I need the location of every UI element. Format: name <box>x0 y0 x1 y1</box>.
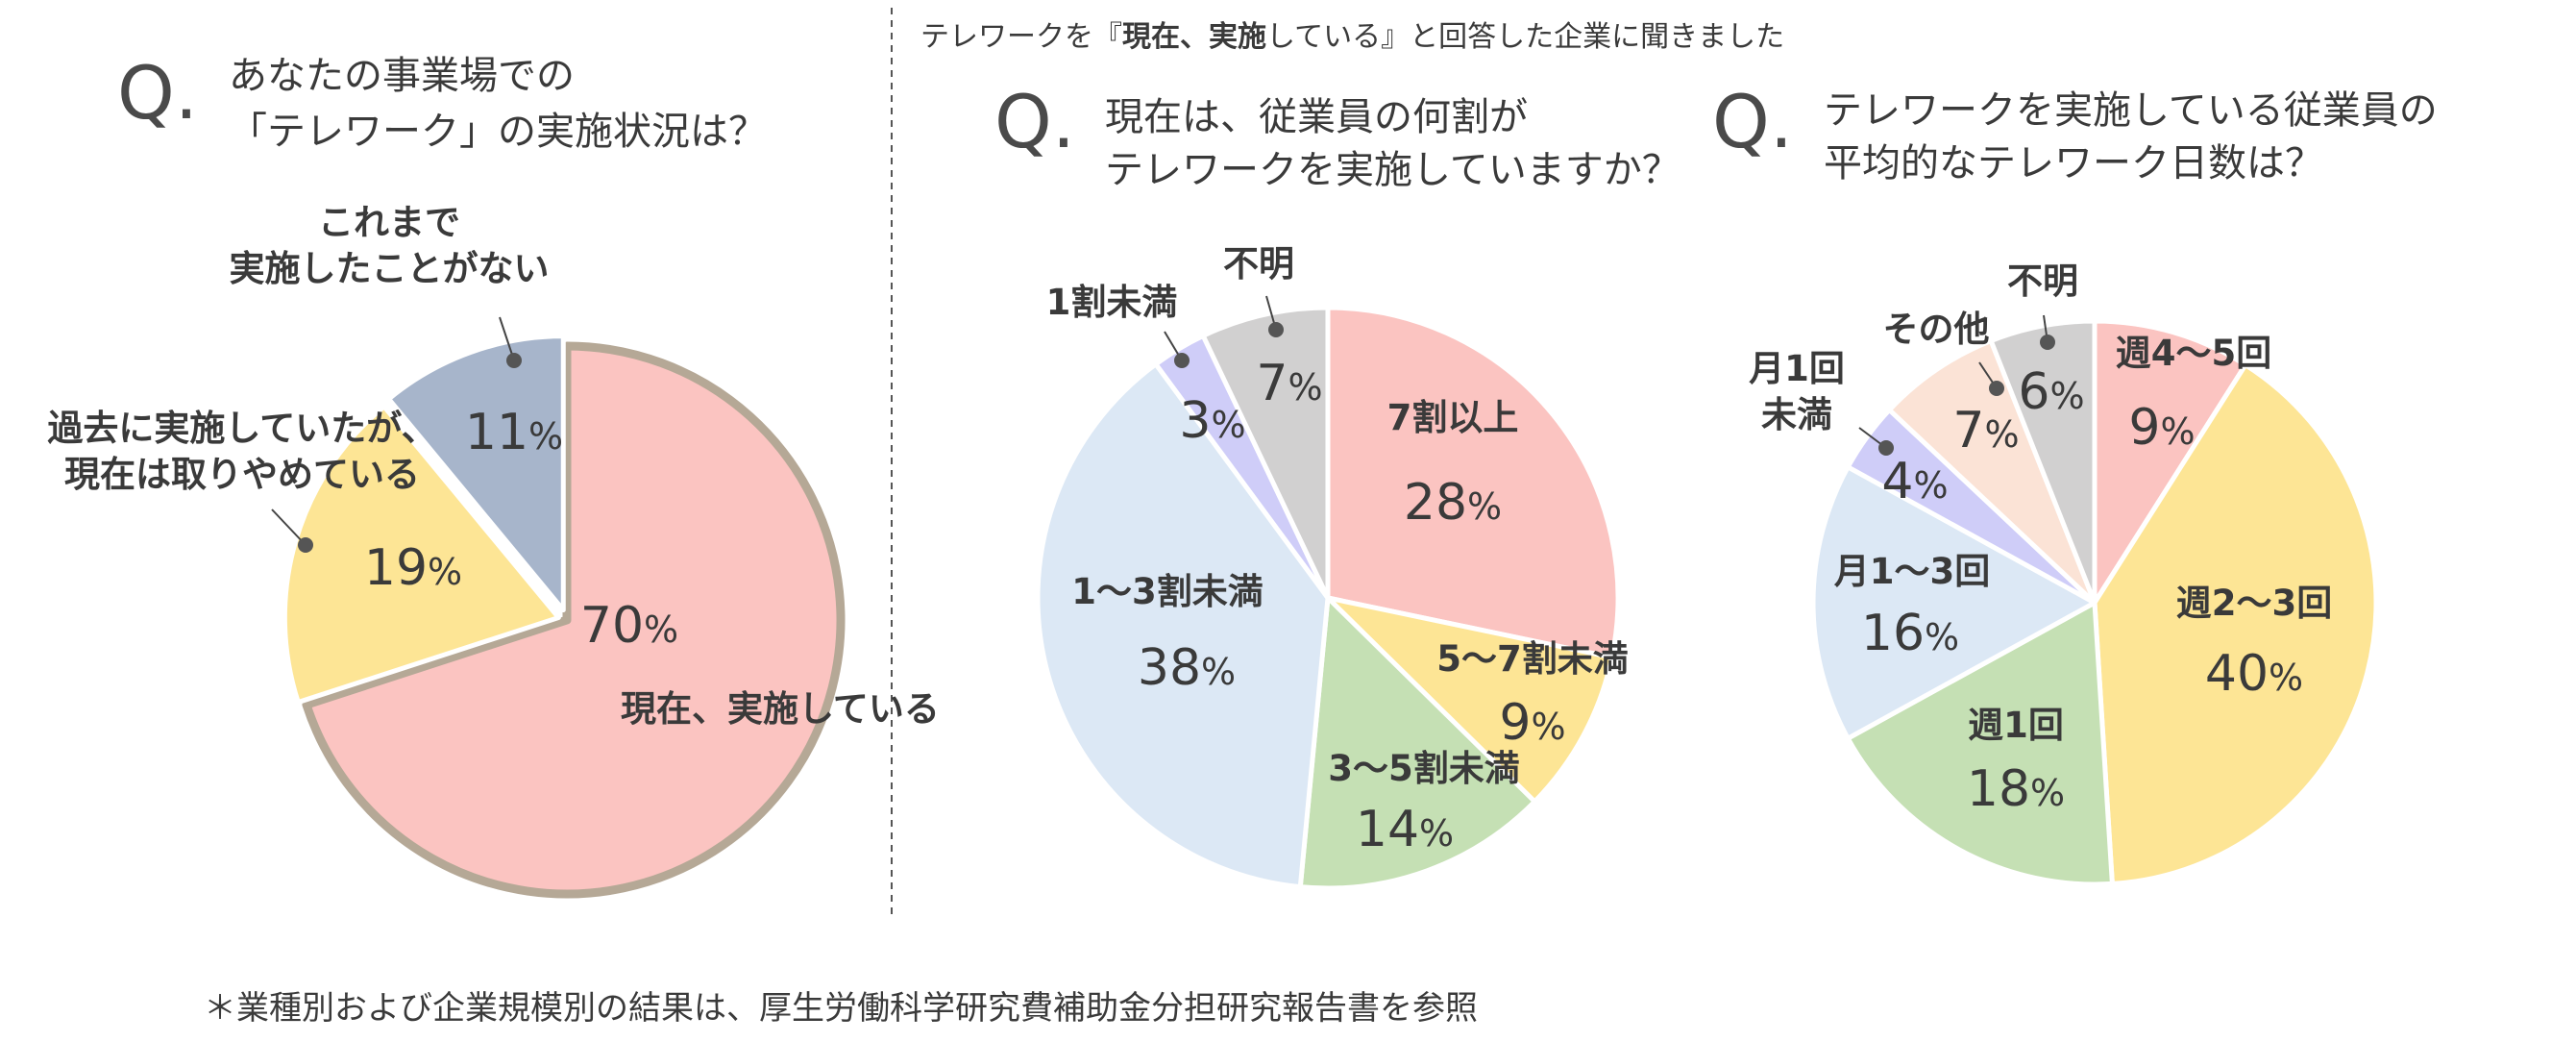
q3-mark: Q. <box>1712 79 1793 164</box>
leader-dot <box>1268 322 1284 337</box>
pie-slice <box>1325 595 1615 805</box>
leader-line <box>271 509 307 546</box>
q1-line2: 「テレワーク」の実施状況は？ <box>229 110 767 154</box>
header-note-post: している』と回答した企業に聞きました <box>1266 20 1784 54</box>
value-label: 19% <box>364 539 462 597</box>
category-label: 不明 <box>1223 243 1294 285</box>
category-label: 過去に実施していたが、現在は取りやめている <box>47 408 436 495</box>
pie-slice <box>2092 362 2379 886</box>
category-label: 週1回 <box>1968 705 2064 746</box>
pie-slice <box>1035 361 1331 890</box>
category-label: 不明 <box>2007 260 2078 302</box>
value-label: 18% <box>1967 760 2065 818</box>
pie-slice <box>2092 318 2248 606</box>
q2-line1: 現在は、従業員の何割が <box>1105 95 1528 139</box>
pie-chart-telework-status: 現在、実施している 70% 過去に実施していたが、現在は取りやめている 19% これまで… <box>47 202 940 899</box>
leader-dot <box>298 537 313 553</box>
header-note: テレワークを『現在、実施している』と回答した企業に聞きました <box>920 20 1784 54</box>
value-label: 14% <box>1356 801 1454 858</box>
pie-slice <box>1325 305 1621 660</box>
value-label: 4% <box>1881 453 1948 510</box>
leader-dot <box>1989 381 2004 396</box>
leader-dot <box>1174 353 1190 368</box>
value-label: 6% <box>2018 363 2084 421</box>
q3-line1: テレワークを実施している従業員の <box>1824 88 2438 133</box>
category-label: これまで実施したことがない <box>230 202 550 289</box>
pie-slice <box>302 341 846 899</box>
category-label: 1～3割未満 <box>1071 571 1263 612</box>
footnote: ＊業種別および企業規模別の結果は、厚生労働科学研究費補助金分担研究報告書を参照 <box>204 989 1478 1028</box>
value-label: 70% <box>580 597 678 655</box>
leader-dot <box>2040 335 2055 350</box>
category-label: 月1回未満 <box>1749 348 1845 435</box>
category-label: 週4～5回 <box>2116 333 2272 374</box>
pie-slice <box>1297 595 1537 891</box>
pie-slice <box>1886 338 2098 606</box>
value-label: 38% <box>1138 639 1236 697</box>
pie-slice <box>282 404 561 706</box>
pie-slice <box>1988 318 2098 606</box>
category-label: 3～5割未満 <box>1328 748 1520 789</box>
value-label: 9% <box>1499 694 1565 752</box>
q3-line2: 平均的なテレワーク日数は？ <box>1824 141 2323 186</box>
value-label: 9% <box>2128 399 2195 457</box>
header-note-pre: テレワークを『 <box>920 20 1122 54</box>
q1-line1: あなたの事業場での <box>229 54 575 98</box>
pie-chart-telework-days: 週4～5回 9% 週2～3回 40% 週1回 18% 月1～3回 16% 月1回未満 4% その他 7… <box>1749 260 2379 887</box>
q2-mark: Q. <box>994 79 1075 164</box>
value-label: 7% <box>1256 355 1322 412</box>
leader-dot <box>1878 440 1894 456</box>
value-label: 7% <box>1952 402 2019 459</box>
value-label: 28% <box>1404 474 1502 532</box>
q2-line2: テレワークを実施していますか？ <box>1105 148 1681 192</box>
leader-dot <box>506 353 522 368</box>
pie-slice <box>1200 305 1331 601</box>
pie-slice <box>1845 600 2115 887</box>
q1-mark: Q. <box>117 50 198 136</box>
pie-slice <box>386 334 566 613</box>
category-label: 1割未満 <box>1046 282 1178 323</box>
header-note-bold: 現在、実施 <box>1122 20 1266 54</box>
category-label: その他 <box>1883 309 1990 350</box>
value-label: 3% <box>1179 392 1245 450</box>
category-label: 現在、実施している <box>621 688 940 730</box>
category-label: 週2～3回 <box>2176 583 2333 624</box>
pie-slice <box>1810 464 2098 741</box>
value-label: 16% <box>1861 605 1959 662</box>
category-label: 月1～3回 <box>1834 551 1991 592</box>
pie-chart-employee-ratio: 7割以上 28% 5～7割未満 9%3～5割未満 14% 1～3割未満 38% 1割未満 3% 不… <box>1035 243 1629 891</box>
value-label: 11% <box>465 404 563 461</box>
category-label: 7割以上 <box>1387 397 1519 438</box>
value-label: 40% <box>2205 645 2303 703</box>
category-label: 5～7割未満 <box>1436 638 1629 680</box>
